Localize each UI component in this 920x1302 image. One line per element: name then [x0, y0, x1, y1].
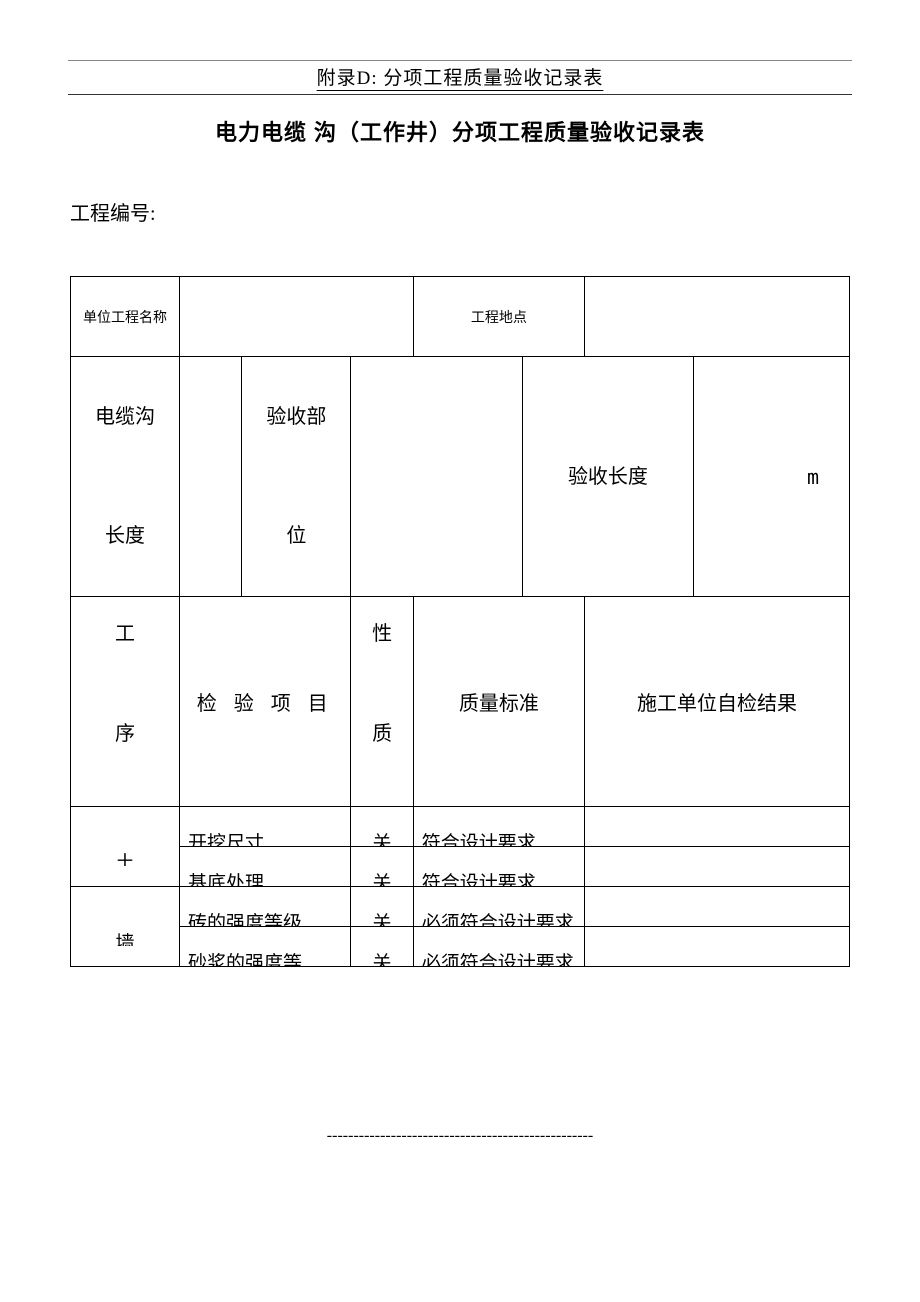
unit-project-name-value	[180, 277, 414, 357]
label-text: 基底处理	[188, 868, 264, 886]
label-text: 开挖尺寸	[188, 828, 264, 846]
item-cell: 基底处理	[180, 847, 351, 887]
label-text: 验收部	[266, 395, 326, 439]
label-text: 关	[373, 828, 392, 846]
label-text: 符合设计要求	[422, 868, 536, 886]
acceptance-length-label: 验收长度	[522, 357, 693, 597]
label-text: 必须符合设计要求	[422, 948, 574, 966]
acceptance-part-label: 验收部 位	[242, 357, 351, 597]
standard-cell: 符合设计要求	[413, 807, 584, 847]
table-row: 工 序 检 验 项 目 性 质 质量标准 施工单位自检结果	[71, 597, 850, 807]
table-row: 墙 砖的强度等级 关 必须符合设计要求	[71, 887, 850, 927]
self-check-header: 施工单位自检结果	[585, 597, 850, 807]
nature-cell: 关	[351, 887, 413, 927]
table-row: 土 开挖尺寸 关 符合设计要求	[71, 807, 850, 847]
project-location-value	[585, 277, 850, 357]
standard-cell: 必须符合设计要求	[413, 927, 584, 967]
inspection-item-header: 检 验 项 目	[180, 597, 351, 807]
label-text: 序	[115, 717, 135, 746]
table-row: 电缆沟 长度 验收部 位 验收长度 m	[71, 357, 850, 597]
project-location-label: 工程地点	[413, 277, 584, 357]
label-text: 砖的强度等级	[188, 908, 302, 926]
label-text: 位	[286, 514, 306, 558]
label-text: 墙	[116, 928, 135, 946]
table-row: 基底处理 关 符合设计要求	[71, 847, 850, 887]
nature-cell: 关	[351, 927, 413, 967]
footer-separator: ----------------------------------------…	[70, 1127, 850, 1145]
label-text: 质	[372, 717, 392, 746]
label-text: 关	[373, 868, 392, 886]
table-row: 单位工程名称 工程地点	[71, 277, 850, 357]
quality-standard-header: 质量标准	[413, 597, 584, 807]
nature-cell: 关	[351, 807, 413, 847]
label-text: 关	[373, 908, 392, 926]
standard-cell: 必须符合设计要求	[413, 887, 584, 927]
inspection-record-table: 单位工程名称 工程地点 电缆沟 长度 验收部 位 验收长度 m 工	[70, 276, 850, 967]
process-cell: 墙	[71, 887, 180, 967]
label-text: 符合设计要求	[422, 828, 536, 846]
item-cell: 砂浆的强度等	[180, 927, 351, 967]
label-text: 砂浆的强度等	[188, 948, 302, 966]
cable-trench-length-label: 电缆沟 长度	[71, 357, 180, 597]
label-text: 必须符合设计要求	[422, 908, 574, 926]
label-text: 长度	[105, 514, 145, 558]
result-cell	[585, 807, 850, 847]
project-number-label: 工程编号:	[70, 197, 850, 226]
label-text: 性	[372, 617, 392, 646]
result-cell	[585, 847, 850, 887]
label-text: 电缆沟	[95, 395, 155, 439]
item-cell: 开挖尺寸	[180, 807, 351, 847]
label-text: 关	[373, 948, 392, 966]
item-cell: 砖的强度等级	[180, 887, 351, 927]
page-title: 电力电缆 沟（工作井）分项工程质量验收记录表	[70, 115, 850, 147]
table-row: 砂浆的强度等 关 必须符合设计要求	[71, 927, 850, 967]
appendix-header: 附录D: 分项工程质量验收记录表	[68, 63, 852, 95]
result-cell	[585, 927, 850, 967]
acceptance-length-value: m	[694, 357, 850, 597]
process-cell: 土	[71, 807, 180, 887]
standard-cell: 符合设计要求	[413, 847, 584, 887]
nature-cell: 关	[351, 847, 413, 887]
acceptance-part-value	[351, 357, 522, 597]
label-text: 工	[115, 617, 135, 646]
nature-header: 性 质	[351, 597, 413, 807]
unit-project-name-label: 单位工程名称	[71, 277, 180, 357]
result-cell	[585, 887, 850, 927]
cable-trench-length-value	[180, 357, 242, 597]
process-header: 工 序	[71, 597, 180, 807]
label-text: 土	[116, 848, 135, 866]
unit-m: m	[807, 465, 819, 489]
